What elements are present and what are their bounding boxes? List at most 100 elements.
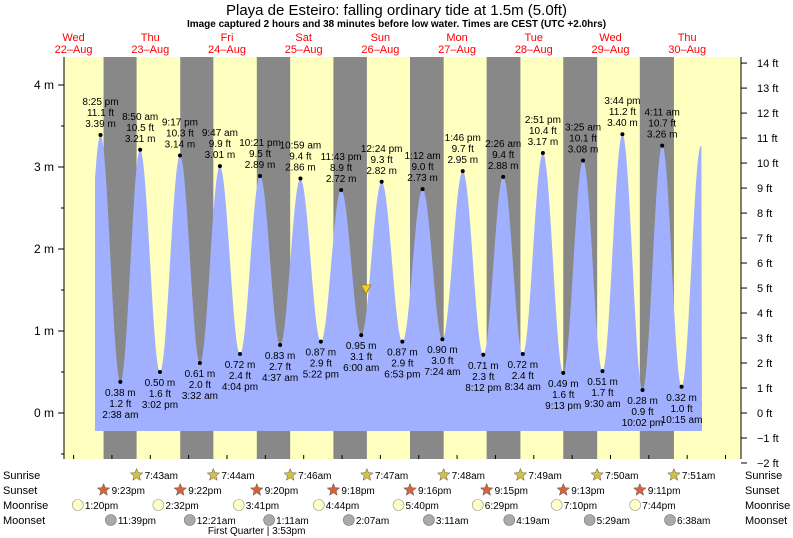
low-tide-label: 10:15 am [661, 415, 703, 426]
low-tide-label: 2:38 am [102, 410, 138, 421]
sunrise-time: 7:43am [145, 471, 178, 482]
day-of-week: Sat [295, 32, 312, 44]
moonrise-time: 4:44pm [326, 501, 359, 512]
moonrise-time: 5:40pm [406, 501, 439, 512]
right-tick-label: 0 ft [757, 408, 772, 420]
low-tide-dot [440, 337, 445, 342]
moonset-icon [423, 514, 435, 526]
high-tide-label: 11.1 ft [87, 108, 114, 119]
right-tick-label: 8 ft [757, 208, 772, 220]
day-of-week: Sun [371, 32, 391, 44]
high-tide-label: 9.9 ft [209, 139, 231, 150]
moonrise-time: 7:44pm [642, 501, 675, 512]
current-level-marker [360, 284, 372, 295]
right-tick-label: −2 ft [757, 458, 779, 470]
high-tide-label: 10.5 ft [126, 123, 154, 134]
chart-title: Playa de Esteiro: falling ordinary tide … [226, 2, 567, 19]
moonset-row-label-right: Moonset [745, 515, 787, 527]
high-tide-dot [620, 132, 625, 137]
moonrise-icon [72, 499, 84, 511]
low-tide-label: 0.38 m [105, 388, 136, 399]
sunrise-icon [206, 467, 221, 481]
high-tide-label: 8:50 am [122, 112, 158, 123]
high-tide-label: 2.95 m [447, 155, 478, 166]
tide-area [95, 134, 702, 431]
moonrise-icon [152, 499, 165, 511]
high-tide-label: 3.26 m [647, 130, 678, 141]
low-tide-label: 2.4 ft [512, 371, 534, 382]
low-tide-label: 0.87 m [306, 348, 337, 359]
high-tide-label: 9.0 ft [411, 162, 433, 173]
moonrise-time: 6:29pm [485, 501, 518, 512]
sunset-icon [556, 482, 571, 496]
low-tide-label: 6:53 pm [384, 370, 420, 381]
high-tide-label: 9:47 am [202, 128, 238, 139]
low-tide-label: 0.95 m [346, 341, 377, 352]
low-tide-label: 7:24 am [424, 367, 460, 378]
high-tide-label: 3.01 m [205, 150, 236, 161]
sunrise-icon [436, 467, 451, 481]
high-tide-label: 9:17 pm [162, 118, 198, 129]
day-of-week: Thu [141, 32, 160, 44]
sunset-icon [326, 482, 341, 496]
right-tick-label: 3 ft [757, 333, 772, 345]
moonrise-icon [471, 499, 484, 511]
sunset-time: 9:20pm [265, 486, 298, 497]
moonset-icon [343, 514, 355, 526]
sunrise-time: 7:47am [375, 471, 408, 482]
sunset-time: 9:11pm [648, 486, 681, 497]
sunrise-icon [360, 467, 374, 481]
low-tide-label: 0.72 m [225, 360, 256, 371]
right-tick-label: 2 ft [757, 358, 772, 370]
moonset-icon [263, 514, 275, 526]
high-tide-label: 2.73 m [407, 173, 438, 184]
day-of-week: Wed [599, 32, 621, 44]
low-tide-label: 10:02 pm [622, 418, 664, 429]
moonrise-row-label: Moonrise [3, 500, 48, 512]
astro-table: Sunrise Sunrise Sunset Sunset Moonrise Moonri… [3, 467, 790, 537]
sunset-row-label-right: Sunset [745, 485, 779, 497]
high-tide-label: 11:43 pm [321, 152, 362, 163]
high-tide-label: 12:24 pm [361, 144, 403, 155]
high-tide-label: 10.7 ft [648, 119, 676, 130]
low-tide-dot [481, 352, 486, 357]
sunrise-time: 7:46am [298, 471, 331, 482]
high-tide-label: 1:46 pm [445, 133, 481, 144]
low-tide-label: 1.0 ft [670, 404, 692, 415]
sunrise-time: 7:48am [452, 471, 485, 482]
low-tide-label: 0.72 m [508, 360, 539, 371]
right-tick-label: 4 ft [757, 308, 772, 320]
sunset-row-label: Sunset [3, 485, 37, 497]
sunset-time: 9:13pm [571, 486, 604, 497]
low-tide-label: 1.6 ft [552, 390, 574, 401]
right-tick-label: 5 ft [757, 283, 772, 295]
low-tide-dot [520, 351, 525, 356]
low-tide-label: 3.1 ft [350, 352, 372, 363]
moonset-row-label: Moonset [3, 515, 45, 527]
day-date: 24–Aug [208, 44, 246, 56]
moonset-time: 6:38am [677, 516, 710, 527]
high-tide-label: 9.4 ft [492, 150, 514, 161]
high-tide-label: 3:44 pm [604, 96, 640, 107]
day-date: 29–Aug [592, 44, 630, 56]
sunrise-icon [283, 467, 298, 481]
left-tick-label: 0 m [34, 406, 54, 420]
low-tide-label: 0.51 m [587, 377, 618, 388]
sunset-time: 9:16pm [418, 486, 451, 497]
moonset-time: 4:19am [516, 516, 549, 527]
left-tick-label: 2 m [34, 242, 54, 256]
right-tick-label: 9 ft [757, 183, 772, 195]
high-tide-label: 3.21 m [125, 134, 156, 145]
sunset-icon [249, 482, 264, 496]
low-tide-dot [157, 370, 162, 374]
sunset-icon [403, 482, 417, 496]
day-date: 27–Aug [438, 44, 476, 56]
high-tide-dot [581, 158, 586, 163]
moonrise-row-label-right: Moonrise [745, 500, 790, 512]
sunrise-row-label: Sunrise [3, 470, 40, 482]
low-tide-dot [679, 384, 684, 389]
low-tide-dot [197, 360, 202, 365]
moonrise-icon [232, 499, 245, 511]
high-tide-dot [339, 187, 344, 192]
